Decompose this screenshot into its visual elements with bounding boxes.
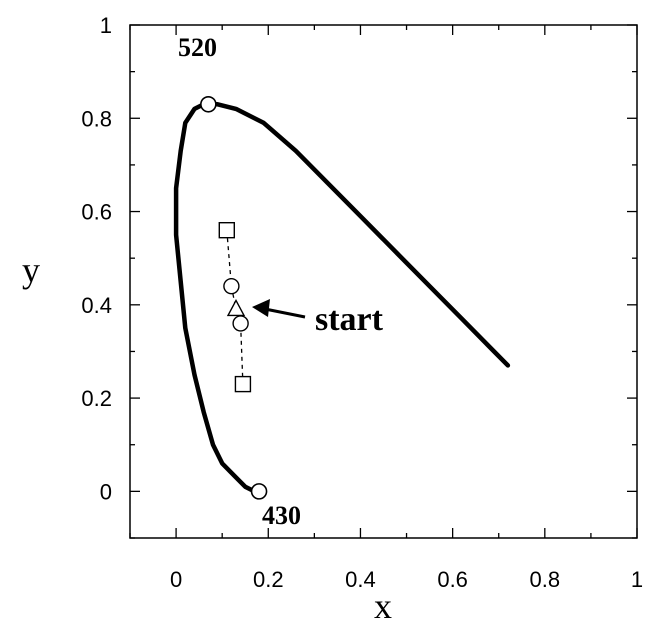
x-tick-label: 1 (631, 567, 643, 592)
ticks (129, 24, 638, 539)
dashed-series-markers (218, 221, 252, 393)
x-tick-label: 0.4 (345, 567, 376, 592)
y-tick-label: 1 (100, 13, 112, 38)
y-axis-label: y (22, 250, 40, 290)
start-annotation: start (252, 299, 384, 338)
x-tick-labels: 0 0.2 0.4 0.6 0.8 1 (170, 567, 643, 592)
x-tick-label: 0.8 (530, 567, 561, 592)
start-label: start (315, 301, 384, 338)
plot-frame (129, 24, 638, 539)
x-axis-label: x (374, 586, 392, 625)
circle-marker (232, 315, 249, 332)
endpoint-markers (200, 95, 268, 500)
endpoint-marker-520 (200, 95, 217, 113)
start-arrow (264, 307, 306, 319)
endpoint-label-430: 430 (262, 501, 301, 530)
x-tick-label: 0.6 (437, 567, 468, 592)
y-tick-label: 0.8 (81, 106, 112, 131)
y-tick-label: 0.2 (81, 386, 112, 411)
y-tick-labels: 0 0.2 0.4 0.6 0.8 1 (81, 13, 112, 504)
y-tick-label: 0.6 (81, 200, 112, 225)
start-arrow-head (252, 299, 270, 317)
y-tick-label: 0 (100, 479, 112, 504)
y-tick-label: 0.4 (81, 293, 112, 318)
endpoint-label-520: 520 (178, 33, 217, 62)
square-marker (234, 375, 252, 393)
endpoint-marker-430 (250, 483, 268, 500)
dashed-series-line (226, 230, 244, 385)
square-marker (218, 221, 235, 239)
x-tick-label: 0.2 (253, 567, 284, 592)
x-tick-label: 0 (170, 567, 182, 592)
circle-marker (223, 277, 240, 295)
locus-curve (173, 102, 511, 494)
triangle-marker (226, 298, 246, 317)
